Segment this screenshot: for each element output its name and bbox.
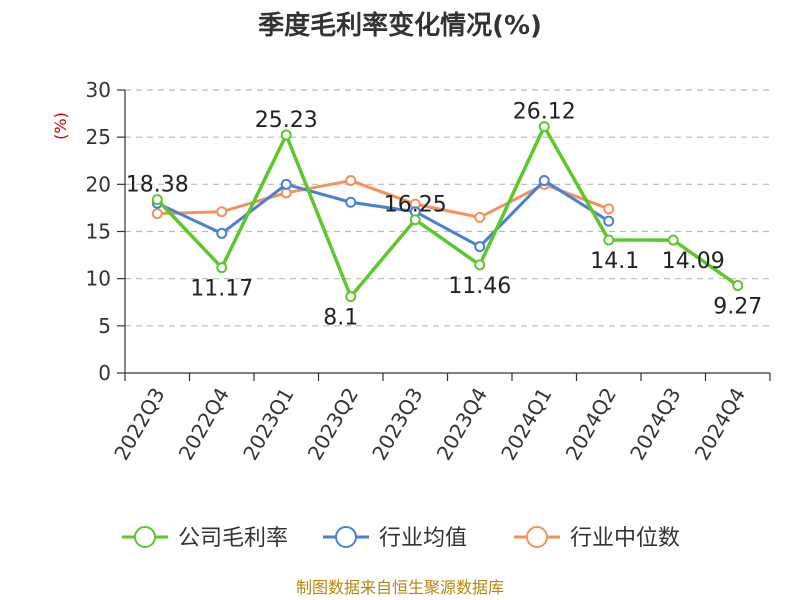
data-point [216, 206, 228, 218]
y-tick-label: 5 [98, 314, 111, 338]
legend-marker [134, 526, 156, 548]
y-tick-label: 0 [98, 361, 111, 385]
y-tick-label: 30 [86, 78, 111, 102]
data-point [474, 241, 486, 253]
legend-marker [335, 526, 357, 548]
y-tick-label: 10 [86, 267, 111, 291]
data-label: 8.1 [323, 306, 358, 331]
source-note: 制图数据来自恒生聚源数据库 [296, 578, 504, 597]
chart-title: 季度毛利率变化情况(%) [258, 10, 542, 41]
legend: 公司毛利率 行业均值 行业中位数 [122, 526, 680, 551]
data-label: 14.09 [662, 249, 725, 274]
data-label: 11.46 [448, 274, 511, 299]
series-line-1 [156, 179, 610, 249]
data-point [474, 259, 486, 271]
data-point [603, 203, 615, 215]
data-label: 26.12 [513, 100, 576, 125]
x-tick-labels: 2022Q3 2022Q4 2023Q1 2023Q2 2023Q3 2023Q4 2024… [109, 384, 750, 465]
grid-lines [125, 89, 770, 327]
data-label: 9.27 [713, 295, 762, 320]
data-point [732, 280, 744, 292]
legend-marker [526, 526, 548, 548]
data-point [280, 178, 292, 190]
y-tick-labels: 0 5 10 15 20 25 30 [86, 78, 111, 385]
data-point [345, 175, 357, 187]
x-tick-label: 2024Q2 [561, 384, 621, 465]
series-lines [151, 121, 744, 303]
axes [117, 89, 771, 381]
data-point [603, 234, 615, 246]
x-tick-label: 2024Q3 [625, 384, 685, 465]
data-point [474, 211, 486, 223]
data-point [409, 214, 421, 226]
data-point [667, 234, 679, 246]
series-line-0 [155, 124, 739, 299]
data-point [280, 129, 292, 141]
data-labels: 18.38 11.17 25.23 8.1 16.25 11.46 26.12 14.1 14.… [126, 100, 762, 331]
x-tick-label: 2023Q2 [303, 384, 363, 465]
data-point [216, 227, 228, 239]
data-point [603, 215, 615, 227]
x-tick-label: 2024Q4 [690, 384, 750, 465]
data-label: 18.38 [126, 173, 189, 198]
y-tick-label: 25 [86, 125, 111, 149]
data-point [151, 208, 163, 220]
data-label: 25.23 [255, 108, 318, 133]
legend-label: 公司毛利率 [178, 526, 288, 551]
x-tick-label: 2023Q4 [432, 384, 492, 465]
data-label: 11.17 [190, 277, 253, 302]
data-point [538, 175, 550, 187]
data-point [538, 121, 550, 133]
x-tick-label: 2024Q1 [496, 384, 556, 465]
y-tick-label: 15 [86, 220, 111, 244]
x-tick-label: 2022Q4 [174, 384, 234, 465]
data-point [151, 194, 163, 206]
data-point [216, 262, 228, 274]
y-unit-label: (%) [51, 112, 70, 140]
data-label: 16.25 [384, 193, 447, 218]
legend-label: 行业中位数 [570, 526, 680, 551]
y-tick-label: 20 [86, 172, 111, 196]
data-point [345, 291, 357, 303]
x-tick-label: 2023Q3 [367, 384, 427, 465]
x-tick-label: 2023Q1 [238, 384, 298, 465]
data-point [345, 196, 357, 208]
legend-label: 行业均值 [379, 526, 467, 551]
x-tick-label: 2022Q3 [109, 384, 169, 465]
data-label: 14.1 [590, 249, 639, 274]
